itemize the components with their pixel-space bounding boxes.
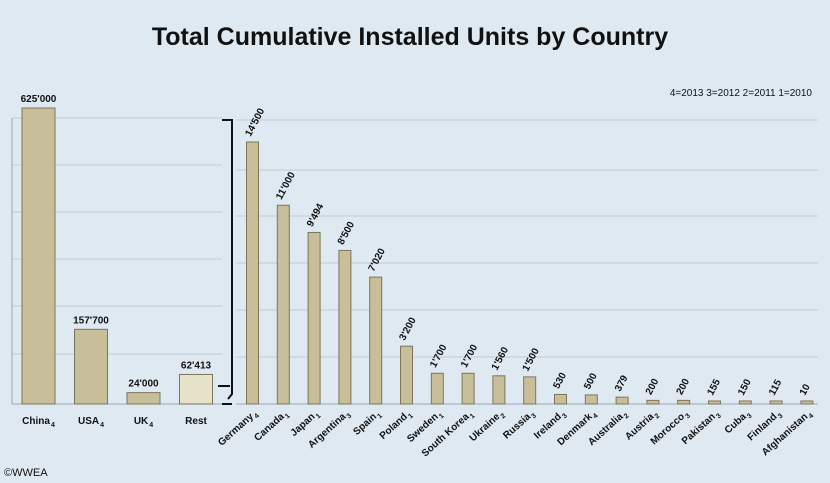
bar-germany [246, 141, 259, 405]
copyright-label: ©WWEA [4, 467, 48, 479]
value-label-spain: 7'020 [367, 246, 388, 273]
gridlines [11, 117, 818, 405]
bar-russia [523, 376, 537, 405]
bar-ukraine [492, 375, 506, 405]
value-label-afghanistan: 10 [798, 382, 813, 397]
value-label-ukraine: 1'560 [490, 345, 511, 372]
rest-countries-chart: 14'500Germany411'000Canada19'494Japan18'… [216, 106, 818, 459]
bar-pakistan [708, 400, 721, 405]
bar-japan [307, 231, 321, 405]
bar-usa [74, 328, 108, 405]
year-legend: 4=2013 3=2012 2=2011 1=2010 [670, 88, 813, 99]
bar-afghanistan [800, 400, 814, 405]
bar-ireland [554, 393, 567, 405]
bar-argentina [338, 249, 352, 405]
bar-australia [615, 396, 629, 405]
category-label: Argentina3 [306, 408, 353, 452]
value-label-china: 625'000 [21, 94, 57, 105]
category-label: Russia3 [501, 408, 538, 443]
main-countries-chart: 625'000 China4 157'700 USA4 24'000 UK4 62'413 R… [21, 94, 213, 429]
bar-poland [400, 345, 413, 405]
value-label-ireland: 530 [551, 371, 569, 391]
value-label-russia: 1'500 [521, 346, 542, 373]
bar-south-korea [461, 372, 475, 405]
bar-cuba [738, 400, 752, 405]
value-label-pakistan: 155 [705, 377, 723, 397]
value-label-usa: 157'700 [73, 315, 109, 326]
value-label-rest: 62'413 [181, 360, 212, 371]
chart-title: Total Cumulative Installed Units by Coun… [152, 23, 668, 51]
category-label: Ukraine2 [468, 408, 508, 446]
value-label-finland: 115 [767, 378, 784, 398]
category-label: UK4 [134, 416, 153, 429]
value-label-germany: 14'500 [243, 106, 267, 138]
value-label-japan: 9'494 [305, 202, 326, 229]
bar-uk [126, 392, 161, 405]
bar-spain [369, 276, 383, 405]
value-label-south-korea: 1'700 [459, 342, 480, 369]
rest-expansion-bracket [218, 119, 233, 405]
bracket-line [222, 119, 233, 405]
bar-morocco [677, 399, 691, 405]
value-label-morocco: 200 [675, 377, 693, 397]
value-label-canada: 11'000 [274, 170, 298, 202]
category-label: USA4 [78, 416, 104, 429]
category-label: Canada1 [252, 408, 291, 445]
value-label-poland: 3'200 [397, 315, 418, 342]
value-label-austria: 200 [644, 377, 662, 397]
bar-china [21, 107, 56, 405]
bar-sweden [430, 372, 444, 405]
value-label-australia: 379 [613, 373, 631, 393]
bar-canada [276, 204, 290, 405]
bar-rest [179, 373, 213, 405]
category-label: Rest [185, 416, 207, 427]
value-label-sweden: 1'700 [428, 342, 449, 369]
bar-denmark [584, 394, 598, 405]
value-label-cuba: 150 [736, 377, 754, 397]
value-label-denmark: 500 [582, 371, 600, 391]
value-label-uk: 24'000 [128, 379, 159, 390]
bar-finland [769, 400, 783, 405]
value-label-argentina: 8'500 [336, 220, 357, 247]
category-label: Germany4 [216, 408, 261, 450]
category-label: China4 [22, 416, 55, 429]
bar-austria [646, 399, 660, 405]
